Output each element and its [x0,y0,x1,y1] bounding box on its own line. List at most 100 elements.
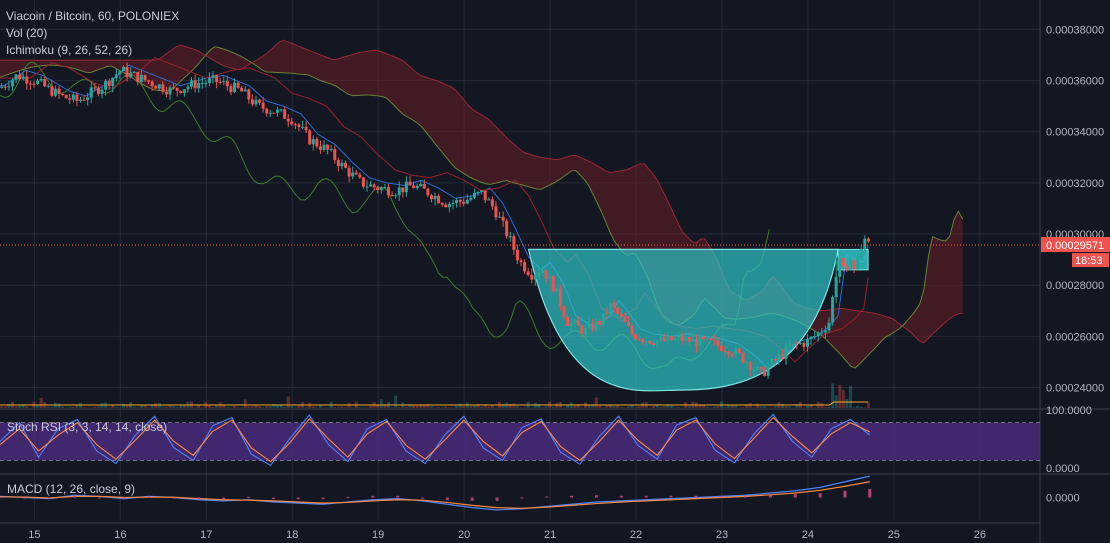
candle-down [32,83,36,85]
volume-bar [494,407,498,408]
current-price-label: 0.00029571 [1046,240,1104,252]
candle-down [519,260,523,263]
candle-up [7,86,11,88]
volume-bar [390,407,394,408]
cup-shape[interactable] [527,248,839,392]
candle-down [641,339,645,343]
volume-bar [290,406,294,408]
candle-down [709,338,713,341]
stoch-tick-label: 100.0000 [1046,405,1092,417]
candle-down [490,199,494,207]
candle-down [444,204,448,208]
volume-bar [483,404,487,408]
candle-up [419,183,423,186]
candle-up [569,322,573,326]
price-tick-label: 0.00028000 [1046,280,1104,292]
volume-bar [866,402,870,408]
volume-bar [655,404,659,408]
volume-bar [397,407,401,408]
volume-bar [827,406,831,408]
candle-down [68,98,72,100]
volume-bar [440,407,444,408]
volume-bar [394,395,398,408]
volume-bar [813,407,817,408]
volume-bar [637,406,641,408]
candle-down [637,339,641,341]
stoch-rsi-legend[interactable]: Stoch RSI (3, 3, 14, 14, close) [7,420,168,434]
candle-down [290,121,294,125]
countdown-label: 18:53 [1075,255,1103,267]
candle-down [240,87,244,92]
macd-histogram-bar [371,495,375,498]
candle-up [383,187,387,189]
candle-down [741,352,745,363]
candle-up [472,192,476,198]
candle-up [21,76,25,80]
candle-down [748,362,752,371]
volume-bar [297,404,301,408]
candle-down [64,94,68,99]
candle-up [329,149,333,151]
candle-up [340,162,344,167]
candle-down [93,87,97,89]
macd-histogram-bar [147,496,151,498]
volume-bar [476,403,480,408]
macd-legend[interactable]: MACD (12, 26, close, 9) [7,482,136,496]
candle-down [512,236,516,250]
candle-up [834,276,838,298]
candle-up [200,82,204,84]
volume-bar [147,407,151,408]
volume-bar [14,406,18,408]
volume-bar [39,397,43,408]
candle-up [823,330,827,333]
volume-bar [154,403,158,408]
candle-up [301,126,305,128]
volume-bar [150,404,154,408]
candle-down [50,85,54,96]
candle-up [555,288,559,292]
volume-bar [515,406,519,408]
candle-down [730,354,734,356]
volume-bar [283,407,287,408]
cup-pattern-drawing[interactable] [527,248,869,392]
volume-bar [50,407,54,408]
candle-up [788,345,792,347]
candle-down [412,185,416,189]
volume-bar [293,407,297,408]
macd-histogram-bar [296,497,300,500]
candle-down [494,206,498,218]
candle-up [644,341,648,343]
volume-bar [791,407,795,408]
current-price-tag [1041,237,1110,253]
macd-histogram-bar [0,496,2,498]
volume-bar [662,406,666,408]
volume-bar [139,404,143,408]
stoch-d-line [0,416,871,463]
candle-up [204,82,208,84]
ichimoku-legend[interactable]: Ichimoku (9, 26, 52, 26) [6,43,133,57]
candle-up [168,87,172,95]
volume-bar [687,406,691,408]
volume-bar [544,406,548,408]
volume-bar [200,407,204,408]
volume-bar [666,404,670,408]
candle-down [344,162,348,168]
volume-bar [462,406,466,408]
volume-bar [852,407,856,408]
candle-down [172,87,176,89]
candle-up [766,366,770,376]
volume-bar [215,405,219,408]
candle-down [576,320,580,326]
candle-down [483,190,487,201]
macd-histogram-bar [172,497,176,499]
volume-bar [480,406,484,408]
volume-legend[interactable]: Vol (20) [6,26,48,40]
time-tick-label: 22 [630,529,642,541]
candle-down [75,94,79,101]
volume-bar [845,398,849,408]
candle-down [215,75,219,82]
macd-histogram-bar [744,495,748,498]
candle-up [540,270,544,273]
volume-bar [311,406,315,408]
